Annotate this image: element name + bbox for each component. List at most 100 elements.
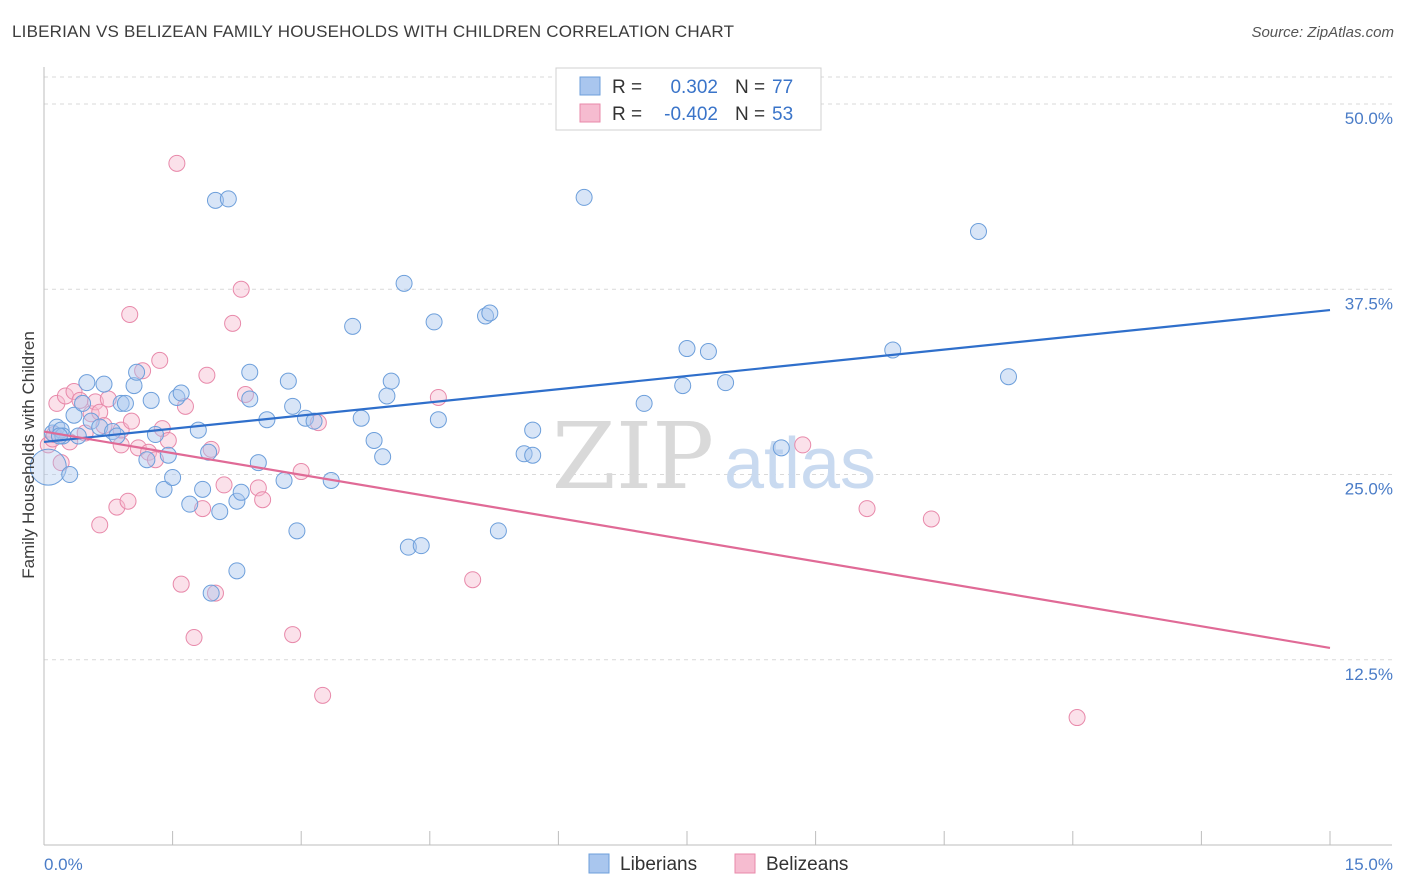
liberians-point: [524, 446, 542, 464]
liberians-point: [425, 313, 443, 331]
liberians-point: [228, 562, 246, 580]
source-credit: Source: ZipAtlas.com: [1251, 24, 1394, 41]
liberians-point: [181, 495, 199, 513]
liberians-point: [524, 421, 542, 439]
belizeans-point: [172, 575, 190, 593]
correlation-legend: R = 0.302 N = 77 R = -0.402 N = 53: [555, 67, 822, 131]
series-legend-blue-swatch: [588, 853, 610, 874]
belizeans-point: [464, 571, 482, 589]
y-axis-label: Family Households with Children: [19, 331, 38, 579]
liberians-point: [635, 394, 653, 412]
y-tick-label: 50.0%: [1345, 109, 1393, 128]
liberians-point: [969, 222, 987, 240]
liberians-point: [61, 466, 79, 484]
belizeans-point: [858, 500, 876, 518]
legend-blue-swatch: [579, 76, 601, 96]
liberians-point: [202, 584, 220, 602]
liberians-point: [515, 445, 533, 463]
belizeans-point: [91, 403, 109, 421]
liberians-point: [284, 397, 302, 415]
belizeans-point: [168, 154, 186, 172]
liberians-point: [429, 411, 447, 429]
liberians-point: [481, 304, 499, 322]
belizeans-point: [232, 280, 250, 298]
liberians-point: [1000, 368, 1017, 386]
liberians-point: [155, 480, 173, 498]
y-tick-label: 12.5%: [1345, 665, 1393, 684]
legend-blue-r-label: R =: [612, 77, 642, 98]
liberians-point: [352, 409, 370, 427]
liberians-point: [717, 374, 735, 392]
chart-title: LIBERIAN VS BELIZEAN FAMILY HOUSEHOLDS W…: [12, 22, 735, 41]
legend-pink-r-value: -0.402: [664, 104, 718, 125]
liberians-point: [279, 372, 297, 390]
belizeans-point: [185, 629, 203, 647]
series-legend: Liberians Belizeans: [588, 853, 848, 875]
belizeans-point: [215, 476, 233, 494]
belizeans-point: [314, 686, 332, 704]
belizeans-point: [1068, 709, 1086, 727]
legend-pink-n-value: 53: [772, 104, 793, 125]
series-legend-pink-swatch: [734, 853, 756, 874]
liberians-point: [74, 394, 92, 412]
x-tick-label-max: 15.0%: [1345, 855, 1393, 874]
liberians-point: [211, 503, 229, 521]
liberians-point: [65, 406, 83, 424]
trend-lines: [43, 308, 1331, 649]
liberians-point: [395, 274, 413, 292]
liberians-point: [206, 191, 224, 209]
liberians-point: [95, 375, 113, 393]
liberians-point: [489, 522, 507, 540]
liberians-point: [378, 387, 396, 405]
watermark-zip: ZIP: [552, 403, 714, 510]
liberians-point: [232, 483, 250, 501]
legend-pink-n-label: N =: [735, 104, 765, 125]
belizeans-point: [108, 498, 126, 516]
belizeans-point: [292, 463, 310, 481]
watermark: ZIP atlas: [552, 403, 876, 510]
belizeans-point: [254, 491, 272, 509]
liberians-point: [241, 390, 259, 408]
liberians-point: [159, 446, 177, 464]
liberians-point: [116, 394, 134, 412]
liberians-point: [412, 537, 430, 555]
liberians-point: [382, 372, 400, 390]
liberians-point: [172, 384, 190, 402]
belizeans-point: [86, 393, 104, 411]
belizeans-point: [119, 492, 137, 510]
liberians-point: [365, 431, 383, 449]
legend-blue-n-label: N =: [735, 77, 765, 98]
liberians-points: [29, 188, 1017, 602]
tick-labels: 12.5% 25.0% 37.5% 50.0% 0.0% 15.0%: [44, 109, 1393, 874]
belizeans-trend-line: [43, 430, 1331, 649]
liberians-point: [674, 377, 692, 395]
belizeans-point: [146, 451, 164, 469]
y-tick-label: 25.0%: [1345, 480, 1393, 499]
belizeans-point: [922, 510, 940, 528]
series-legend-liberians: Liberians: [620, 854, 697, 875]
liberians-point: [241, 363, 259, 381]
legend-pink-swatch: [579, 103, 601, 123]
liberians-point: [228, 492, 246, 510]
belizeans-point: [202, 440, 220, 458]
liberians-point: [78, 374, 96, 392]
liberians-point: [128, 363, 146, 381]
liberians-point: [138, 451, 156, 469]
series-legend-belizeans: Belizeans: [766, 854, 848, 875]
legend-pink-r-label: R =: [612, 104, 642, 125]
y-tick-label: 37.5%: [1345, 294, 1393, 313]
liberians-point: [125, 377, 143, 395]
liberians-point: [112, 394, 130, 412]
liberians-point: [374, 448, 392, 466]
liberians-point: [575, 188, 593, 206]
liberians-point: [82, 412, 100, 430]
watermark-atlas: atlas: [724, 424, 876, 504]
x-tick-label-min: 0.0%: [44, 855, 83, 874]
liberians-point: [772, 439, 790, 457]
belizeans-point: [91, 516, 109, 534]
belizeans-point: [198, 366, 216, 384]
belizeans-point: [224, 314, 242, 332]
liberians-point: [164, 468, 182, 486]
belizeans-point: [65, 383, 83, 401]
